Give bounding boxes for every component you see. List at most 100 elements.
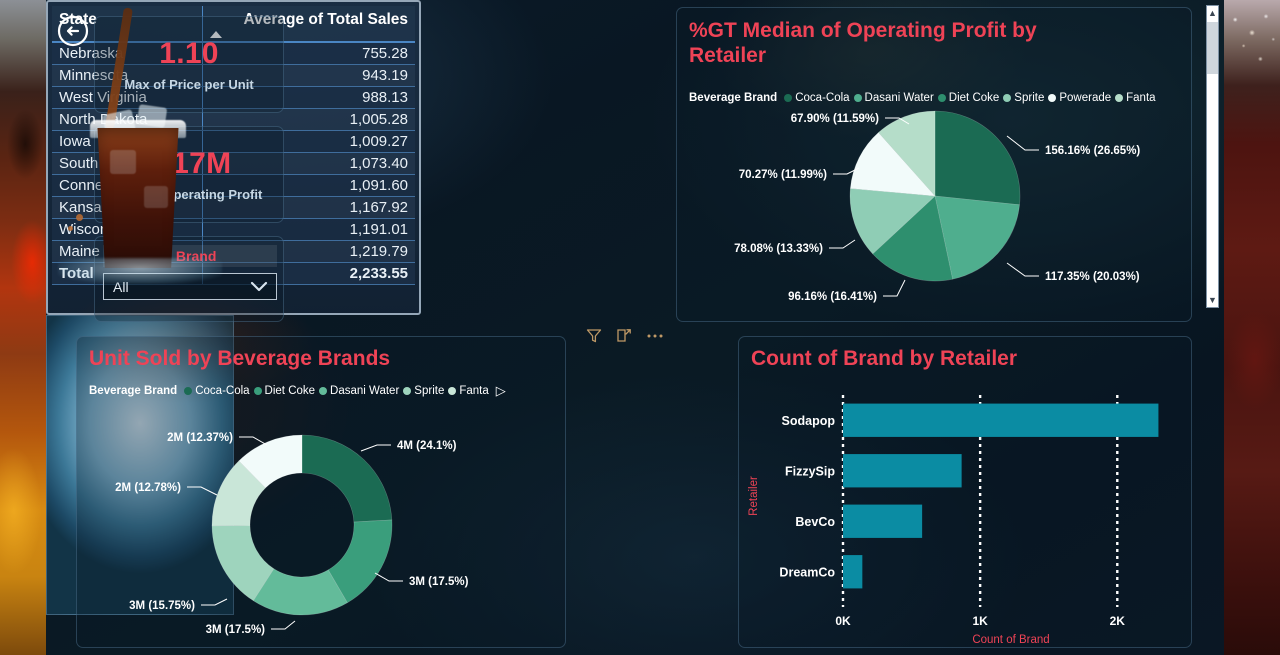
scrollbar-thumb[interactable] <box>1207 22 1218 74</box>
table-scrollbar[interactable]: ▲ ▼ <box>1206 5 1219 308</box>
pie-legend: Beverage Brand Coca-Cola Dasani Water Diet… <box>689 92 1156 104</box>
pie-slice[interactable] <box>849 188 936 255</box>
legend-label: Coca-Cola <box>795 92 850 104</box>
callout-line <box>1006 135 1039 151</box>
legend-item[interactable]: Coca-Cola <box>184 385 250 397</box>
legend-item[interactable]: Dasani Water <box>319 385 399 397</box>
kpi-value: 1.10 <box>159 37 219 70</box>
data-label: 2M (12.37%) <box>167 432 233 444</box>
data-label: 3M (17.5%) <box>206 624 266 636</box>
legend-label: Fanta <box>1126 92 1156 104</box>
chevron-down-icon <box>250 281 268 292</box>
legend-label: Coca-Cola <box>195 385 250 397</box>
callout-line <box>360 444 391 452</box>
pie-slice[interactable] <box>872 195 953 282</box>
legend-title: Beverage Brand <box>89 385 178 397</box>
legend-item[interactable]: Sprite <box>1003 92 1044 104</box>
legend-item[interactable]: Sprite <box>403 385 444 397</box>
column-header-label: State <box>59 11 97 28</box>
pie-slice[interactable] <box>301 434 393 523</box>
report-page: 1.10 Max of Price per Unit 3.17M Sum of … <box>46 0 1224 655</box>
scroll-down-icon[interactable]: ▼ <box>1208 295 1217 305</box>
legend-item[interactable]: Diet Coke <box>937 92 999 104</box>
legend-item[interactable]: Powerade <box>1048 92 1111 104</box>
pie-slice[interactable] <box>878 110 936 197</box>
more-options-icon[interactable] <box>646 328 664 344</box>
focus-mode-icon[interactable] <box>616 328 632 344</box>
cell-state: West Virginia <box>52 86 203 109</box>
callout-line <box>239 436 268 446</box>
callout-line <box>1006 262 1039 277</box>
visual-toolbar <box>586 327 706 345</box>
data-label: 2M (12.78%) <box>115 482 181 494</box>
table-row[interactable]: Nebraska 755.28 <box>52 42 415 65</box>
cell-average-total-sales: 1,219.79 <box>202 240 415 263</box>
data-label: 78.08% (13.33%) <box>734 243 823 255</box>
bar[interactable] <box>843 504 923 538</box>
cell-state: Nebraska <box>52 42 203 65</box>
legend-color-swatch <box>1048 94 1057 102</box>
x-axis-tick-label: 0K <box>835 614 851 628</box>
count-of-brand-bar-chart[interactable]: Count of Brand by Retailer 0K 1K 2K Sodapop… <box>738 336 1192 648</box>
table-row[interactable]: West Virginia 988.13 <box>52 86 415 109</box>
y-axis-title: Retailer <box>748 476 760 516</box>
table-row[interactable]: Minnesota 943.19 <box>52 64 415 87</box>
decorative-right-edge <box>1224 0 1280 655</box>
back-button[interactable] <box>56 14 90 48</box>
legend-label: Powerade <box>1059 92 1112 104</box>
pie-slice[interactable] <box>850 132 936 197</box>
legend-color-swatch <box>853 94 862 102</box>
cell-average-total-sales: 1,167.92 <box>202 196 415 219</box>
category-label: FizzySip <box>785 464 835 478</box>
pie-slice[interactable] <box>327 519 393 604</box>
pie-slice[interactable] <box>211 525 275 602</box>
callout-line <box>271 620 296 630</box>
pie-slice[interactable] <box>934 195 1020 280</box>
bar[interactable] <box>843 555 863 589</box>
bar[interactable] <box>843 403 1159 437</box>
cell-average-total-sales: 943.19 <box>202 64 415 87</box>
scroll-up-icon[interactable]: ▲ <box>1208 8 1217 18</box>
unit-sold-donut-chart[interactable]: Unit Sold by Beverage Brands Beverage Br… <box>76 336 566 648</box>
legend-color-swatch <box>184 387 193 395</box>
chevron-right-icon[interactable]: ▷ <box>495 383 506 398</box>
filter-icon[interactable] <box>586 328 602 344</box>
cola-image-visual[interactable] <box>46 0 1224 655</box>
category-label: BevCo <box>795 515 835 529</box>
legend-label: Dasani Water <box>330 385 400 397</box>
arrow-left-circle-icon <box>57 15 89 47</box>
table-header-row: State Average of Total Sales <box>52 6 415 43</box>
pie-slice[interactable] <box>934 110 1021 206</box>
x-axis-tick-label: 1K <box>972 614 988 628</box>
callout-line <box>187 486 218 496</box>
data-label: 117.35% (20.03%) <box>1045 271 1140 283</box>
pie-slice[interactable] <box>238 434 303 489</box>
visual-title: %GT Median of Operating Profit by Retail… <box>689 19 1037 67</box>
kpi-card-max-price-per-unit[interactable]: 1.10 Max of Price per Unit <box>94 16 284 113</box>
data-label: 96.16% (16.41%) <box>788 291 877 303</box>
donut-svg: 4M (24.1%) 3M (17.5%) 3M (17.5%) 3M (15.75%… <box>115 432 468 636</box>
legend-label: Dasani Water <box>864 92 934 104</box>
cell-average-total-sales: 1,009.27 <box>202 130 415 153</box>
bar[interactable] <box>843 454 962 488</box>
cola-glass-illustration <box>46 0 1224 655</box>
pie-slice[interactable] <box>252 568 348 616</box>
legend-color-swatch <box>253 387 262 395</box>
legend-item[interactable]: Diet Coke <box>253 385 315 397</box>
legend-label: Sprite <box>414 385 445 397</box>
legend-label: Fanta <box>459 385 489 397</box>
legend-item[interactable]: Fanta <box>1115 92 1156 104</box>
legend-item[interactable]: Coca-Cola <box>784 92 850 104</box>
pie-slice[interactable] <box>211 460 266 527</box>
legend-item[interactable]: Dasani Water <box>853 92 934 104</box>
legend-item[interactable]: Fanta <box>448 385 489 397</box>
data-label: 156.16% (26.65%) <box>1045 145 1140 157</box>
bar-svg: 0K 1K 2K Sodapop FizzySip BevCo DreamCo Count o… <box>748 395 1159 643</box>
cell-average-total-sales: 1,191.01 <box>202 218 415 241</box>
column-header-average-total-sales[interactable]: Average of Total Sales <box>202 6 415 43</box>
legend-color-swatch <box>784 94 793 102</box>
kpi-label: Max of Price per Unit <box>124 77 254 92</box>
x-axis-title: Count of Brand <box>972 634 1049 643</box>
cell-average-total-sales: 1,073.40 <box>202 152 415 175</box>
operating-profit-pie-chart[interactable]: %GT Median of Operating Profit by Retail… <box>676 7 1192 322</box>
